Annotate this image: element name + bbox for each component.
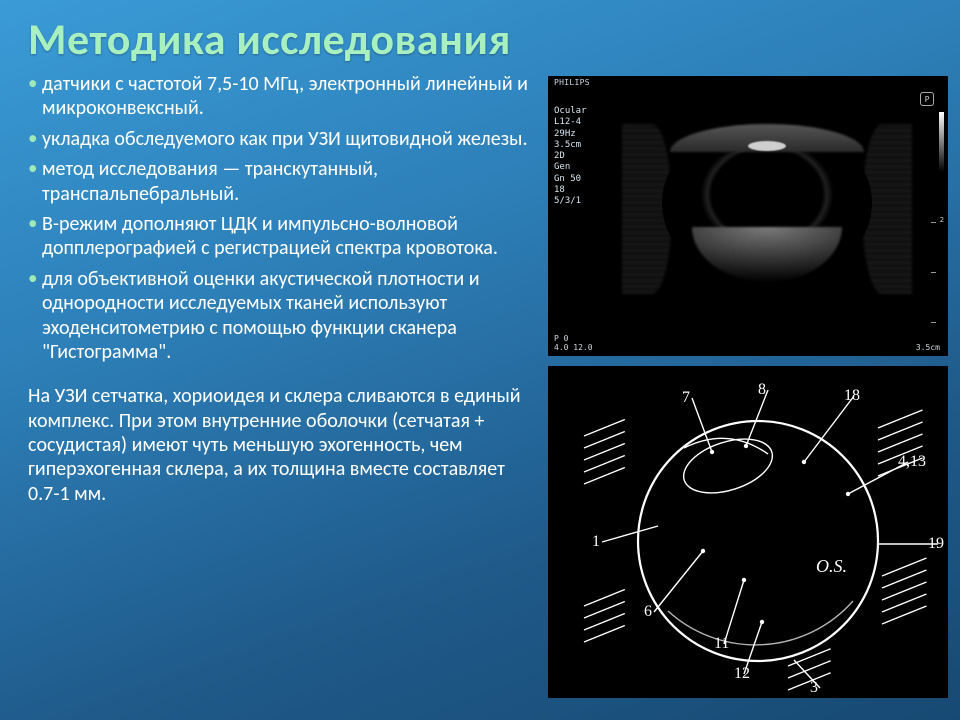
us-tick xyxy=(931,272,936,273)
bullet-icon: • xyxy=(28,212,42,261)
svg-text:O.S.: O.S. xyxy=(816,556,847,576)
svg-text:6: 6 xyxy=(644,603,652,620)
us-label: L12-4 xyxy=(554,117,587,128)
us-probe-badge: P xyxy=(920,92,934,106)
svg-text:7: 7 xyxy=(682,389,690,406)
us-label: 2D xyxy=(554,151,587,162)
us-depth-scale: 2 xyxy=(926,112,944,344)
bullet-item: •для объективной оценки акустической пло… xyxy=(28,267,528,365)
paragraph: На УЗИ сетчатка, хориоидея и склера слив… xyxy=(28,384,528,506)
us-grayscale-bar xyxy=(939,112,944,172)
svg-text:1: 1 xyxy=(592,533,600,550)
bullet-item: •датчики с частотой 7,5-10 МГц, электрон… xyxy=(28,72,528,121)
bullet-item: •укладка обследуемого как при УЗИ щитови… xyxy=(28,127,528,151)
us-label: Gen xyxy=(554,162,587,173)
svg-text:11: 11 xyxy=(714,635,729,652)
svg-text:19: 19 xyxy=(928,535,944,552)
us-bottom-left: P 0 4.0 12.0 xyxy=(554,334,593,352)
us-vendor-label: PHILIPS xyxy=(554,78,590,87)
ultrasound-image: PHILIPS P Ocular L12-4 29Hz 3.5cm 2D Gen… xyxy=(548,76,948,356)
svg-text:18: 18 xyxy=(844,387,860,404)
us-label: Ocular xyxy=(554,106,587,117)
bullet-text: метод исследования — транскутанный, тран… xyxy=(42,157,528,206)
content-row: •датчики с частотой 7,5-10 МГц, электрон… xyxy=(28,72,932,698)
us-eye-globe xyxy=(662,118,872,288)
svg-text:8: 8 xyxy=(758,381,766,398)
svg-text:12: 12 xyxy=(734,665,750,682)
us-posterior-wall xyxy=(692,227,842,282)
us-left-panel: Ocular L12-4 29Hz 3.5cm 2D Gen Gn 50 18 … xyxy=(554,106,587,207)
bullet-item: •B-режим дополняют ЦДК и импульсно-волно… xyxy=(28,212,528,261)
us-tick-label: 2 xyxy=(940,216,944,224)
us-label: Gn 50 xyxy=(554,174,587,185)
bullet-icon: • xyxy=(28,72,42,121)
bullet-text: укладка обследуемого как при УЗИ щитовид… xyxy=(42,127,528,151)
us-label: 29Hz xyxy=(554,129,587,140)
us-label: 18 xyxy=(554,185,587,196)
slide-title: Методика исследования xyxy=(28,12,932,66)
diagram-svg: O.S. 1 7 8 18 4,13 19 6 11 12 3 xyxy=(548,366,948,698)
bullet-text: датчики с частотой 7,5-10 МГц, электронн… xyxy=(42,72,528,121)
us-bottom-right: 3.5cm xyxy=(916,343,940,352)
text-column: •датчики с частотой 7,5-10 МГц, электрон… xyxy=(28,72,528,698)
us-readout: P 0 xyxy=(554,334,593,343)
us-readout: 4.0 12.0 xyxy=(554,343,593,352)
eye-diagram: O.S. 1 7 8 18 4,13 19 6 11 12 3 xyxy=(548,366,948,698)
us-tick xyxy=(931,222,936,223)
us-scan-area xyxy=(622,96,912,344)
bullet-icon: • xyxy=(28,157,42,206)
svg-text:4,13: 4,13 xyxy=(898,453,926,470)
bullet-item: •метод исследования — транскутанный, тра… xyxy=(28,157,528,206)
bullet-icon: • xyxy=(28,267,42,365)
us-label: 3.5cm xyxy=(554,140,587,151)
us-tick xyxy=(931,322,936,323)
image-column: PHILIPS P Ocular L12-4 29Hz 3.5cm 2D Gen… xyxy=(548,72,948,698)
bullet-icon: • xyxy=(28,127,42,151)
bullet-text: для объективной оценки акустической плот… xyxy=(42,267,528,365)
us-label: 5/3/1 xyxy=(554,196,587,207)
slide: Методика исследования •датчики с частото… xyxy=(0,0,960,720)
svg-text:3: 3 xyxy=(810,679,818,696)
bullet-text: B-режим дополняют ЦДК и импульсно-волнов… xyxy=(42,212,528,261)
us-lens-echo xyxy=(748,141,786,151)
